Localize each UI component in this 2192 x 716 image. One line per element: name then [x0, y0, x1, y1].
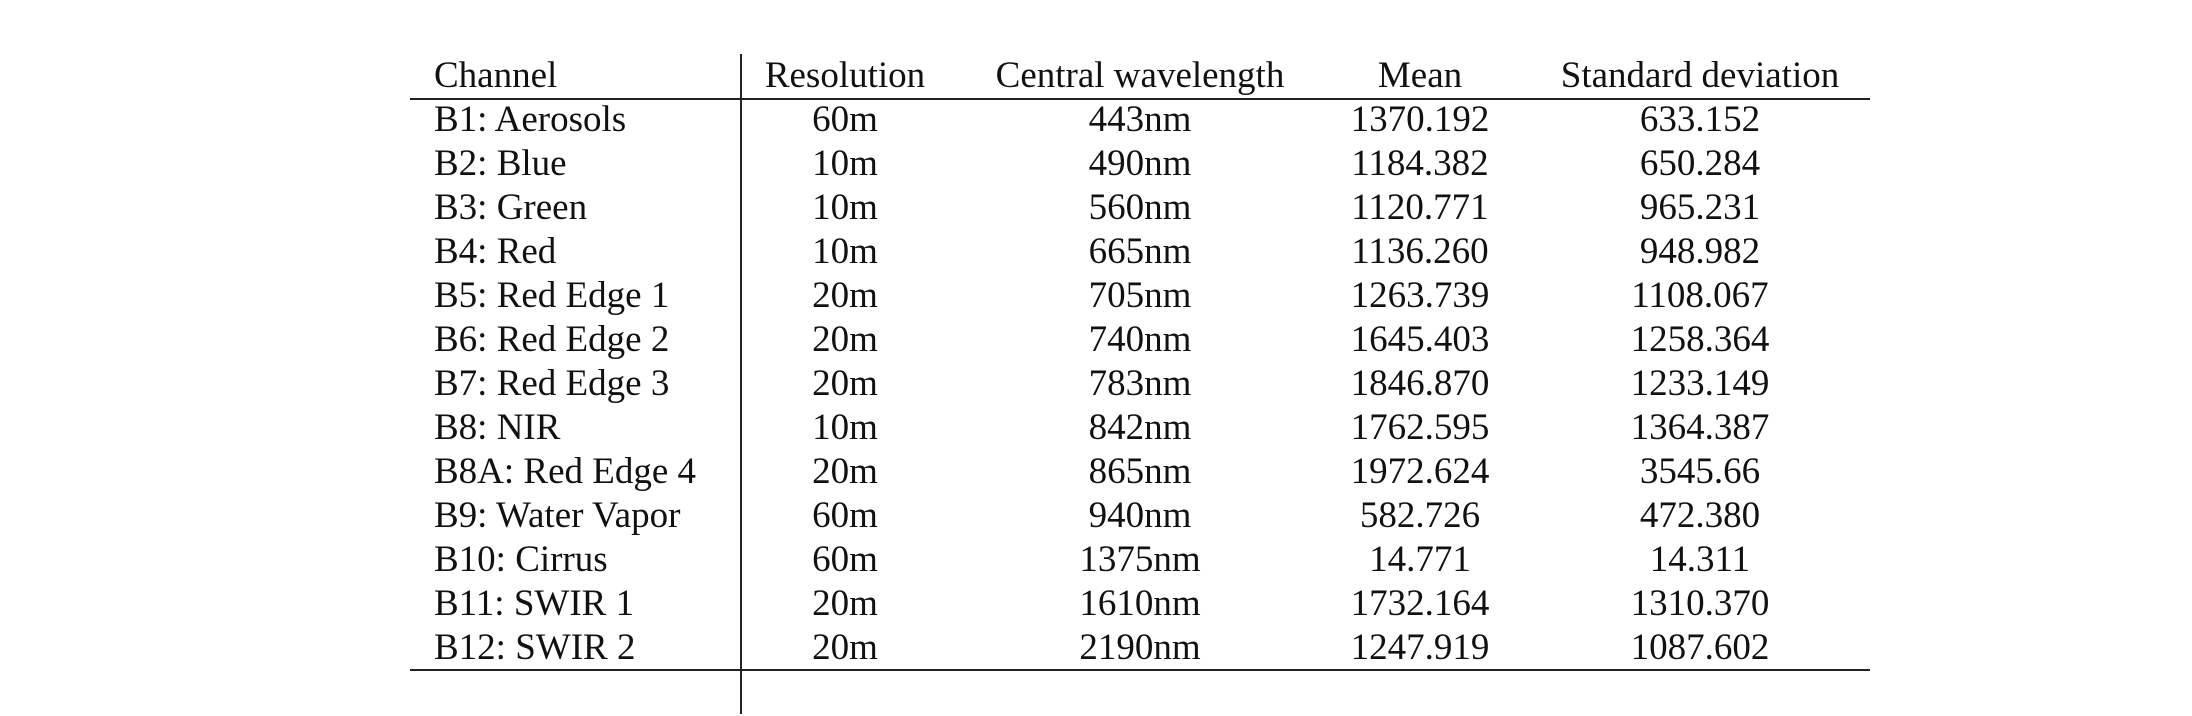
cell-central-wavelength: 705nm: [1088, 275, 1192, 316]
cell-channel: B1: Aerosols: [434, 99, 627, 140]
cell-resolution: 60m: [812, 539, 878, 580]
cell-channel: B10: Cirrus: [434, 539, 608, 580]
cell-mean: 1846.870: [1350, 363, 1490, 404]
cell-central-wavelength: 783nm: [1088, 363, 1192, 404]
cell-standard-deviation: 948.982: [1639, 231, 1761, 272]
cell-standard-deviation: 472.380: [1639, 495, 1761, 536]
table-row: B10: Cirrus 60m 1375nm 14.771 14.311: [410, 538, 1870, 582]
cell-standard-deviation: 14.311: [1649, 539, 1751, 580]
column-divider: [740, 54, 742, 714]
cell-standard-deviation: 1087.602: [1630, 627, 1770, 668]
cell-resolution: 10m: [812, 187, 878, 228]
table-row: B6: Red Edge 2 20m 740nm 1645.403 1258.364: [410, 318, 1870, 362]
cell-resolution: 20m: [812, 275, 878, 316]
cell-channel: B8A: Red Edge 4: [434, 451, 697, 492]
cell-mean: 14.771: [1369, 539, 1471, 580]
cell-resolution: 20m: [812, 627, 878, 668]
cell-channel: B2: Blue: [434, 143, 567, 184]
cell-resolution: 20m: [812, 583, 878, 624]
cell-standard-deviation: 1233.149: [1630, 363, 1770, 404]
cell-standard-deviation: 1108.067: [1631, 275, 1769, 316]
cell-resolution: 10m: [812, 407, 878, 448]
table-row: B1: Aerosols 60m 443nm 1370.192 633.152: [410, 98, 1870, 142]
cell-resolution: 20m: [812, 319, 878, 360]
cell-standard-deviation: 633.152: [1639, 99, 1761, 140]
header-standard-deviation: Standard deviation: [1560, 55, 1840, 96]
cell-standard-deviation: 1364.387: [1630, 407, 1770, 448]
table-row: B3: Green 10m 560nm 1120.771 965.231: [410, 186, 1870, 230]
cell-channel: B8: NIR: [434, 407, 561, 448]
table-row: B8: NIR 10m 842nm 1762.595 1364.387: [410, 406, 1870, 450]
cell-mean: 1247.919: [1350, 627, 1490, 668]
cell-central-wavelength: 842nm: [1088, 407, 1192, 448]
cell-central-wavelength: 1610nm: [1079, 583, 1201, 624]
cell-channel: B3: Green: [434, 187, 588, 228]
table-row: B2: Blue 10m 490nm 1184.382 650.284: [410, 142, 1870, 186]
header-rule: [410, 98, 1870, 100]
table-row: B4: Red 10m 665nm 1136.260 948.982: [410, 230, 1870, 274]
cell-mean: 1732.164: [1350, 583, 1490, 624]
cell-central-wavelength: 443nm: [1088, 99, 1192, 140]
table-row: B7: Red Edge 3 20m 783nm 1846.870 1233.149: [410, 362, 1870, 406]
cell-mean: 1263.739: [1350, 275, 1490, 316]
cell-resolution: 60m: [812, 495, 878, 536]
table-row: B12: SWIR 2 20m 2190nm 1247.919 1087.602: [410, 626, 1870, 670]
cell-standard-deviation: 965.231: [1639, 187, 1761, 228]
cell-central-wavelength: 1375nm: [1079, 539, 1201, 580]
cell-channel: B5: Red Edge 1: [434, 275, 670, 316]
cell-mean: 1370.192: [1350, 99, 1490, 140]
cell-resolution: 20m: [812, 451, 878, 492]
cell-resolution: 10m: [812, 143, 878, 184]
cell-channel: B11: SWIR 1: [434, 583, 635, 624]
cell-resolution: 10m: [812, 231, 878, 272]
table-row: B11: SWIR 1 20m 1610nm 1732.164 1310.370: [410, 582, 1870, 626]
cell-central-wavelength: 665nm: [1088, 231, 1192, 272]
cell-central-wavelength: 940nm: [1088, 495, 1192, 536]
header-central-wavelength: Central wavelength: [995, 55, 1285, 96]
table-row: B8A: Red Edge 4 20m 865nm 1972.624 3545.66: [410, 450, 1870, 494]
cell-resolution: 60m: [812, 99, 878, 140]
cell-mean: 582.726: [1359, 495, 1481, 536]
cell-standard-deviation: 1258.364: [1630, 319, 1770, 360]
cell-central-wavelength: 490nm: [1088, 143, 1192, 184]
header-channel: Channel: [434, 55, 558, 96]
cell-channel: B9: Water Vapor: [434, 495, 681, 536]
cell-standard-deviation: 1310.370: [1630, 583, 1770, 624]
cell-central-wavelength: 2190nm: [1079, 627, 1201, 668]
cell-resolution: 20m: [812, 363, 878, 404]
cell-central-wavelength: 865nm: [1088, 451, 1192, 492]
cell-mean: 1120.771: [1351, 187, 1489, 228]
cell-mean: 1762.595: [1350, 407, 1490, 448]
cell-standard-deviation: 650.284: [1639, 143, 1761, 184]
cell-channel: B7: Red Edge 3: [434, 363, 670, 404]
cell-mean: 1136.260: [1351, 231, 1489, 272]
table-row: B5: Red Edge 1 20m 705nm 1263.739 1108.067: [410, 274, 1870, 318]
cell-channel: B6: Red Edge 2: [434, 319, 670, 360]
cell-central-wavelength: 740nm: [1088, 319, 1192, 360]
cell-mean: 1645.403: [1350, 319, 1490, 360]
cell-channel: B12: SWIR 2: [434, 627, 636, 668]
cell-mean: 1972.624: [1350, 451, 1490, 492]
header-resolution: Resolution: [764, 55, 926, 96]
cell-channel: B4: Red: [434, 231, 557, 272]
data-table: Channel Resolution Central wavelength Me…: [410, 54, 1870, 714]
header-mean: Mean: [1377, 55, 1463, 96]
cell-central-wavelength: 560nm: [1088, 187, 1192, 228]
bottom-rule: [410, 669, 1870, 671]
cell-mean: 1184.382: [1351, 143, 1489, 184]
table-row: B9: Water Vapor 60m 940nm 582.726 472.380: [410, 494, 1870, 538]
cell-standard-deviation: 3545.66: [1639, 451, 1761, 492]
header-row: Channel Resolution Central wavelength Me…: [410, 54, 1870, 98]
